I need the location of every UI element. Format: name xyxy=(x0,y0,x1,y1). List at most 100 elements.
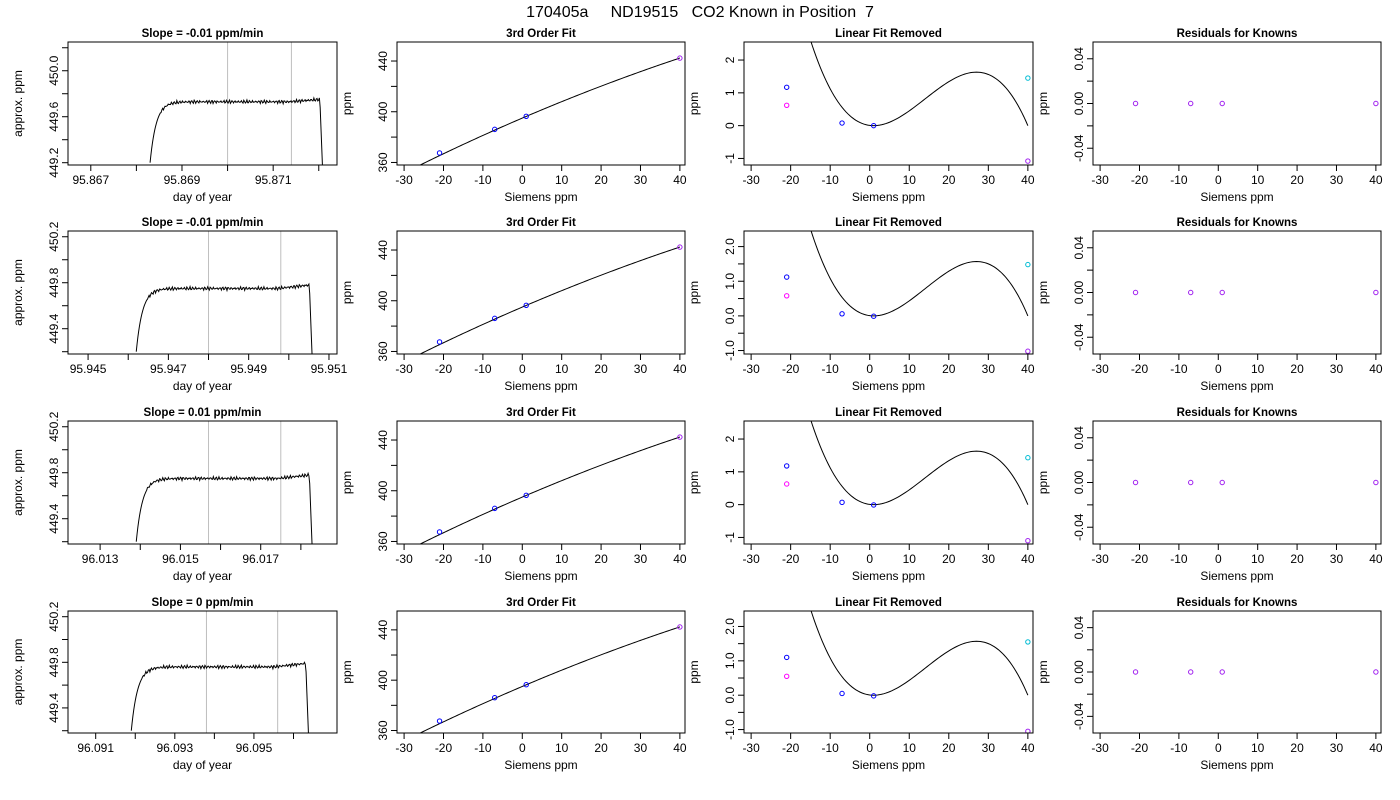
y-axis-label: ppm xyxy=(687,92,701,115)
plot-frame xyxy=(743,420,1034,545)
x-tick-label: -10 xyxy=(1170,741,1188,755)
panel-title: Slope = -0.01 ppm/min xyxy=(142,28,264,40)
x-tick-label: 96.095 xyxy=(236,741,273,755)
panel-title: 3rd Order Fit xyxy=(506,407,576,419)
panel-title: 3rd Order Fit xyxy=(506,217,576,229)
data-point xyxy=(783,463,790,469)
x-tick-label: -30 xyxy=(395,552,413,566)
x-tick-label: -30 xyxy=(742,741,760,755)
y-tick-label: 400 xyxy=(376,290,390,310)
panel-r2-c1: 3rd Order Fit -30 -20 -10 0 10 20 30 40 Siemens p… xyxy=(340,407,687,583)
panel-title: Residuals for Knowns xyxy=(1177,407,1298,419)
panel-r1-c3: Residuals for Knowns -30 -20 -10 0 10 20 30 40 Si… xyxy=(1036,217,1383,393)
y-axis-label: ppm xyxy=(1036,92,1050,115)
y-tick-label: 2 xyxy=(723,56,737,63)
x-tick-label: 95.947 xyxy=(150,362,187,376)
x-tick-label: -30 xyxy=(395,362,413,376)
x-tick-label: 10 xyxy=(555,362,569,376)
y-tick-label: -0.04 xyxy=(1072,513,1086,541)
x-tick-label: 30 xyxy=(634,741,648,755)
plot-frame xyxy=(743,610,1034,734)
x-tick-label: -20 xyxy=(782,741,800,755)
data-point xyxy=(1132,479,1139,486)
y-tick-label: 449.8 xyxy=(47,457,61,487)
y-axis-label: ppm xyxy=(1036,471,1050,494)
x-tick-label: 30 xyxy=(634,362,648,376)
fit-curve xyxy=(419,57,681,165)
x-tick-label: 96.017 xyxy=(242,552,279,566)
plot-area xyxy=(1132,479,1379,486)
residual-curve xyxy=(810,231,1029,317)
y-tick-label: 440 xyxy=(376,620,390,640)
data-point xyxy=(1219,669,1225,675)
data-point xyxy=(783,84,790,90)
x-axis: -30 -20 -10 0 10 20 30 40 xyxy=(395,733,687,755)
y-tick-label: 449.4 xyxy=(47,313,61,343)
x-tick-label: 10 xyxy=(555,173,569,187)
data-point xyxy=(1132,100,1139,107)
y-axis: 360 400 440 xyxy=(376,430,397,551)
data-point xyxy=(492,694,498,701)
data-point xyxy=(1025,75,1031,81)
x-tick-label: -10 xyxy=(822,552,840,566)
x-tick-label: 30 xyxy=(1330,741,1344,755)
y-axis-label: ppm xyxy=(687,281,701,304)
x-tick-label: -30 xyxy=(742,552,760,566)
y-tick-label: 449.8 xyxy=(47,647,61,677)
data-point xyxy=(870,502,877,508)
data-point xyxy=(1132,289,1139,296)
y-axis-label: approx. ppm xyxy=(11,70,25,137)
x-tick-label: -20 xyxy=(1131,552,1149,566)
x-tick-label: -10 xyxy=(1170,362,1188,376)
plot-area xyxy=(135,231,313,354)
x-tick-label: -30 xyxy=(742,173,760,187)
x-tick-label: -10 xyxy=(1170,173,1188,187)
x-axis-label: Siemens ppm xyxy=(504,379,577,393)
panel-r0-c2: Linear Fit Removed-30 -20 -10 0 10 20 30 40Siem… xyxy=(687,28,1035,204)
data-point xyxy=(523,492,529,499)
y-axis-label: ppm xyxy=(340,660,354,683)
y-tick-label: 449.2 xyxy=(47,147,61,177)
x-tick-label: 20 xyxy=(1290,741,1304,755)
data-point xyxy=(783,102,790,109)
x-tick-label: 95.945 xyxy=(70,362,107,376)
panel-title: Slope = 0 ppm/min xyxy=(152,597,254,609)
panel-title: Residuals for Knowns xyxy=(1177,217,1298,229)
plot-area xyxy=(135,421,313,544)
data-point xyxy=(436,339,443,345)
y-axis: 449.4 449.8 450.2 xyxy=(47,221,68,353)
panel-r0-c3: Residuals for Knowns -30 -20 -10 0 10 20 30 40 Si… xyxy=(1036,28,1383,204)
y-tick-label: 2 xyxy=(723,435,737,442)
x-tick-label: 40 xyxy=(1369,552,1383,566)
data-point xyxy=(839,311,845,317)
x-tick-label: 10 xyxy=(903,741,917,755)
y-tick-label: 449.4 xyxy=(47,693,61,723)
x-tick-label: -10 xyxy=(822,362,840,376)
data-point xyxy=(677,244,683,250)
x-tick-label: 0 xyxy=(519,552,526,566)
data-point xyxy=(677,624,683,630)
x-tick-label: 20 xyxy=(1290,173,1304,187)
x-tick-label: 10 xyxy=(1251,741,1265,755)
x-tick-label: 95.871 xyxy=(255,173,292,187)
x-tick-label: 30 xyxy=(1330,173,1344,187)
x-tick-label: 0 xyxy=(519,362,526,376)
x-tick-label: 10 xyxy=(1251,552,1265,566)
y-tick-label: 0.00 xyxy=(1072,280,1086,304)
y-tick-label: 0.00 xyxy=(1072,470,1086,494)
x-tick-label: 20 xyxy=(594,741,608,755)
plot-area xyxy=(419,434,683,544)
plot-frame xyxy=(67,41,338,166)
data-point xyxy=(1219,289,1225,296)
x-axis-label: Siemens ppm xyxy=(852,569,925,583)
y-tick-label: 1 xyxy=(723,89,737,96)
data-point xyxy=(1188,289,1194,296)
x-tick-label: 40 xyxy=(673,741,687,755)
x-tick-label: -20 xyxy=(435,173,453,187)
x-tick-label: 96.013 xyxy=(82,552,119,566)
plot-frame xyxy=(743,41,1034,166)
plot-frame xyxy=(1092,41,1382,166)
x-tick-label: 40 xyxy=(1021,741,1035,755)
